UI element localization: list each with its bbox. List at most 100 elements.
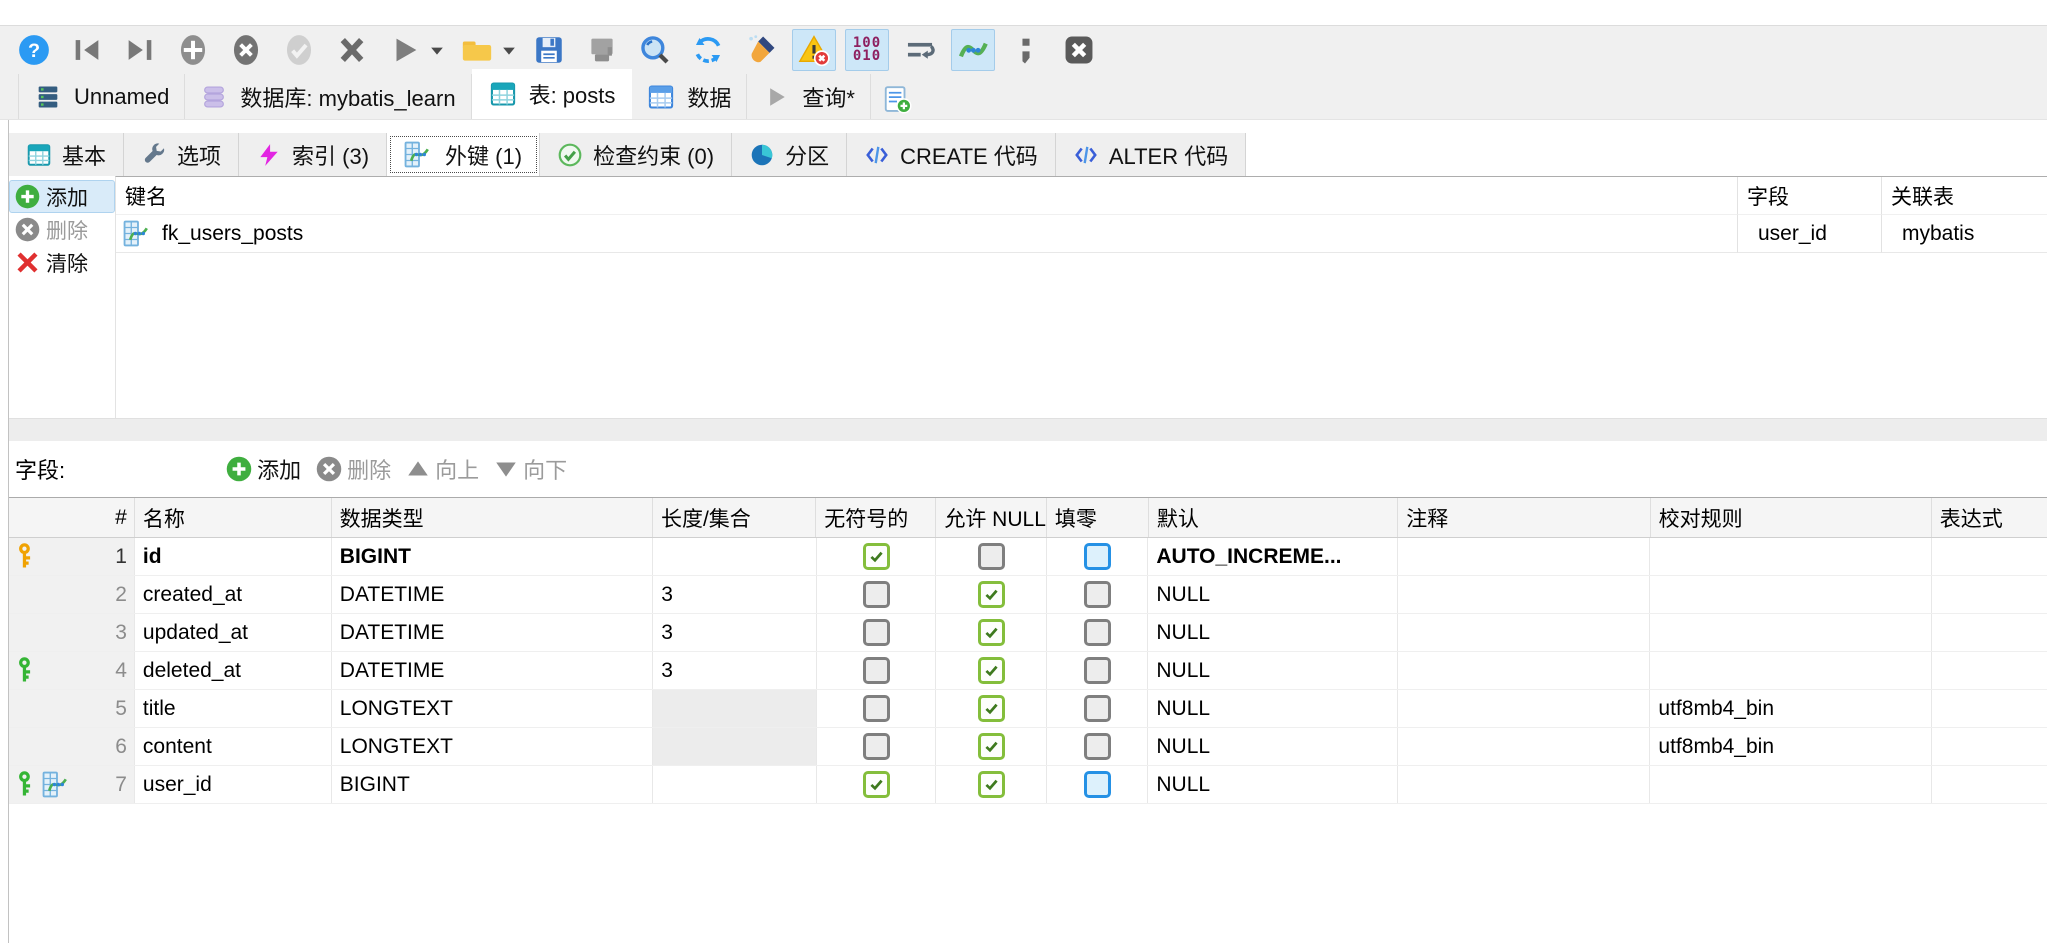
run-button[interactable]: [383, 29, 427, 71]
open-folder-button[interactable]: [455, 29, 499, 71]
tab-database[interactable]: 数据库: mybatis_learn: [185, 74, 472, 119]
header-row-number[interactable]: #: [9, 498, 135, 537]
field-move-up-button[interactable]: 向上: [401, 451, 483, 487]
field-row[interactable]: 1 id BIGINT AUTO_INCREME...: [9, 538, 2047, 576]
fk-add-button[interactable]: 添加: [9, 180, 115, 213]
tab-data[interactable]: 数据: [632, 74, 748, 119]
field-collation-cell[interactable]: [1650, 652, 1932, 689]
unsigned-checkbox[interactable]: [862, 543, 890, 570]
header-collation[interactable]: 校对规则: [1651, 498, 1932, 537]
zerofill-checkbox[interactable]: [1083, 771, 1111, 798]
field-row[interactable]: 3 updated_at DATETIME 3 NULL: [9, 614, 2047, 652]
field-collation-cell[interactable]: [1650, 538, 1932, 575]
field-row[interactable]: 2 created_at DATETIME 3 NULL: [9, 576, 2047, 614]
field-expression-cell[interactable]: [1932, 728, 2047, 765]
field-comment-cell[interactable]: [1398, 766, 1651, 803]
field-move-down-button[interactable]: 向下: [489, 451, 571, 487]
close-button[interactable]: [1057, 29, 1101, 71]
field-expression-cell[interactable]: [1932, 766, 2047, 803]
refresh-button[interactable]: [686, 29, 730, 71]
field-name-cell[interactable]: created_at: [135, 576, 332, 613]
field-type-cell[interactable]: DATETIME: [332, 576, 654, 613]
field-length-cell[interactable]: [653, 728, 817, 765]
field-expression-cell[interactable]: [1932, 538, 2047, 575]
fk-field-cell[interactable]: user_id: [1738, 215, 1882, 253]
fk-clear-button[interactable]: 清除: [9, 246, 115, 279]
open-folder-dropdown-button[interactable]: [500, 29, 518, 71]
unsigned-checkbox[interactable]: [862, 733, 890, 760]
field-name-cell[interactable]: deleted_at: [135, 652, 332, 689]
field-name-cell[interactable]: content: [135, 728, 332, 765]
word-wrap-button[interactable]: [898, 29, 942, 71]
unsigned-checkbox[interactable]: [862, 771, 890, 798]
help-button[interactable]: ?: [12, 29, 56, 71]
field-type-cell[interactable]: DATETIME: [332, 652, 654, 689]
field-row[interactable]: 7 user_id BIGINT NULL: [9, 766, 2047, 804]
field-name-cell[interactable]: updated_at: [135, 614, 332, 651]
field-collation-cell[interactable]: [1650, 614, 1932, 651]
fk-row[interactable]: fk_users_posts user_id mybatis: [116, 215, 2047, 253]
field-length-cell[interactable]: 3: [653, 614, 817, 651]
unsigned-checkbox[interactable]: [862, 695, 890, 722]
unsigned-checkbox[interactable]: [862, 657, 890, 684]
field-expression-cell[interactable]: [1932, 690, 2047, 727]
header-default[interactable]: 默认: [1149, 498, 1399, 537]
zerofill-checkbox[interactable]: [1083, 581, 1111, 608]
field-comment-cell[interactable]: [1398, 614, 1651, 651]
allow-null-checkbox[interactable]: [977, 581, 1005, 608]
fk-keyname-cell[interactable]: fk_users_posts: [116, 215, 1738, 253]
allow-null-checkbox[interactable]: [977, 543, 1005, 570]
allow-null-checkbox[interactable]: [977, 619, 1005, 646]
field-default-cell[interactable]: NULL: [1148, 614, 1398, 651]
field-default-cell[interactable]: NULL: [1148, 652, 1398, 689]
field-length-cell[interactable]: 3: [653, 652, 817, 689]
field-type-cell[interactable]: DATETIME: [332, 614, 654, 651]
field-comment-cell[interactable]: [1398, 728, 1651, 765]
zerofill-checkbox[interactable]: [1083, 657, 1111, 684]
header-comment[interactable]: 注释: [1398, 498, 1651, 537]
fk-col-reftable[interactable]: 关联表: [1882, 177, 2047, 215]
fk-col-keyname[interactable]: 键名: [116, 177, 1738, 215]
search-button[interactable]: [633, 29, 677, 71]
field-row[interactable]: 4 deleted_at DATETIME 3 NULL: [9, 652, 2047, 690]
subtab-alter-code[interactable]: ALTER 代码: [1056, 133, 1247, 176]
field-default-cell[interactable]: NULL: [1148, 576, 1398, 613]
unsigned-checkbox[interactable]: [862, 581, 890, 608]
field-type-cell[interactable]: LONGTEXT: [332, 690, 654, 727]
field-length-cell[interactable]: [653, 766, 817, 803]
cancel-record-button[interactable]: [224, 29, 268, 71]
cleanup-brush-button[interactable]: [739, 29, 783, 71]
panel-splitter[interactable]: [9, 418, 2047, 441]
allow-null-checkbox[interactable]: [977, 695, 1005, 722]
field-comment-cell[interactable]: [1398, 576, 1651, 613]
save-button[interactable]: [527, 29, 571, 71]
field-length-cell[interactable]: [653, 690, 817, 727]
first-record-button[interactable]: [65, 29, 109, 71]
header-unsigned[interactable]: 无符号的: [816, 498, 937, 537]
tab-host-unnamed[interactable]: Unnamed: [18, 74, 186, 119]
subtab-foreign-keys[interactable]: 外键 (1): [387, 133, 541, 176]
allow-null-checkbox[interactable]: [977, 771, 1005, 798]
allow-null-checkbox[interactable]: [977, 657, 1005, 684]
header-allow-null[interactable]: 允许 NULL: [936, 498, 1047, 537]
export-button[interactable]: [580, 29, 624, 71]
field-expression-cell[interactable]: [1932, 576, 2047, 613]
field-default-cell[interactable]: NULL: [1148, 728, 1398, 765]
zerofill-checkbox[interactable]: [1083, 619, 1111, 646]
warnings-toggle-button[interactable]: [792, 29, 836, 71]
allow-null-checkbox[interactable]: [977, 733, 1005, 760]
header-zerofill[interactable]: 填零: [1047, 498, 1149, 537]
new-query-tab-button[interactable]: [877, 79, 917, 119]
header-name[interactable]: 名称: [135, 498, 332, 537]
field-type-cell[interactable]: BIGINT: [332, 766, 654, 803]
zerofill-checkbox[interactable]: [1083, 733, 1111, 760]
field-comment-cell[interactable]: [1398, 690, 1651, 727]
semicolon-button[interactable]: [1004, 29, 1048, 71]
field-default-cell[interactable]: AUTO_INCREME...: [1148, 538, 1398, 575]
field-row[interactable]: 5 title LONGTEXT NULL utf8mb4_bin: [9, 690, 2047, 728]
field-type-cell[interactable]: LONGTEXT: [332, 728, 654, 765]
discard-button[interactable]: [330, 29, 374, 71]
tab-table-posts[interactable]: 表: posts: [471, 69, 633, 119]
subtab-options[interactable]: 选项: [124, 133, 240, 176]
field-name-cell[interactable]: id: [135, 538, 332, 575]
